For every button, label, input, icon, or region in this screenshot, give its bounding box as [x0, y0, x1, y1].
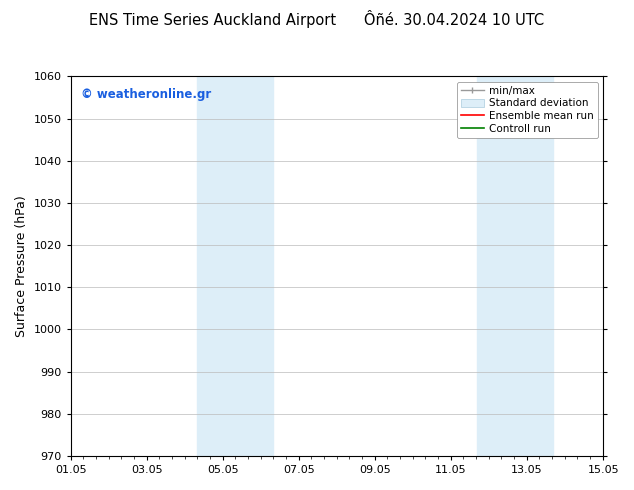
Text: ENS Time Series Auckland Airport      Ôñé. 30.04.2024 10 UTC: ENS Time Series Auckland Airport Ôñé. 30… — [89, 10, 545, 28]
Bar — [477, 76, 501, 456]
Legend: min/max, Standard deviation, Ensemble mean run, Controll run: min/max, Standard deviation, Ensemble me… — [456, 82, 598, 138]
Bar — [223, 76, 273, 456]
Y-axis label: Surface Pressure (hPa): Surface Pressure (hPa) — [15, 196, 28, 337]
Bar — [501, 76, 553, 456]
Bar — [197, 76, 223, 456]
Text: © weatheronline.gr: © weatheronline.gr — [81, 88, 212, 101]
